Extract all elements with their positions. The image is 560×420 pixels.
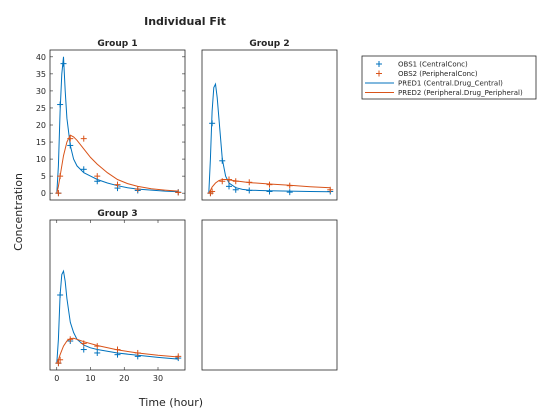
data-point-obs1 [57,101,64,108]
data-point-obs2 [286,182,293,189]
y-tick-label: 35 [36,70,46,79]
legend-entry-pred1: PRED1 (Central.Drug_Central) [365,80,503,88]
data-point-obs2 [175,189,182,196]
data-point-obs2 [114,181,121,188]
data-point-obs2 [134,186,141,193]
data-point-obs2 [219,178,226,185]
data-point-obs1 [57,292,64,298]
y-tick-label: 25 [36,104,46,113]
data-point-obs2 [114,346,121,353]
data-point-obs2 [226,176,232,183]
axes-box [201,219,338,371]
legend: OBS1 (CentralConc)OBS2 (PeripheralConc) P… [361,55,537,100]
data-point-obs2 [67,135,74,142]
data-point-obs2 [80,340,87,347]
x-axis-label: Time (hour) [138,396,203,409]
data-point-obs1 [219,157,226,164]
subplot-title: Group 1 [97,39,137,49]
y-tick-label: 10 [36,155,46,164]
legend-entry-obs2: OBS2 (PeripheralConc) [376,70,478,78]
data-point-obs2 [266,181,273,188]
data-point-obs2 [80,135,87,142]
y-tick-label: 40 [36,53,46,62]
figure-title: Individual Fit [144,15,226,28]
x-tick-label: 30 [153,374,163,383]
data-point-obs2 [246,179,253,186]
x-tick-label: 20 [119,374,129,383]
legend-label: PRED1 (Central.Drug_Central) [398,80,503,88]
legend-entry-obs1: OBS1 (CentralConc) [376,61,468,69]
data-point-obs1 [286,189,293,196]
data-point-obs2 [94,173,101,180]
data-point-obs1 [114,351,121,358]
data-point-obs2 [55,360,62,367]
data-point-obs1 [94,349,101,356]
legend-label: PRED2 (Peripheral.Drug_Peripheral) [398,89,523,97]
series-line-pred1 [56,269,179,364]
series-line-pred2 [56,337,179,364]
data-point-obs2 [57,356,64,363]
data-point-obs2 [327,186,334,193]
legend-entry-pred2: PRED2 (Peripheral.Drug_Peripheral) [365,89,523,97]
x-tick-label: 10 [85,374,95,383]
data-point-obs2 [67,336,74,343]
data-point-obs2 [209,188,216,195]
axes-box [201,49,338,201]
x-tick-label: 0 [54,374,59,383]
subplot-group-1: Group 1 0 5 10 15 20 25 30 35 40 [36,39,186,201]
y-tick-label: 20 [36,121,46,130]
data-point-obs2 [94,343,101,350]
legend-box [361,55,537,100]
data-point-obs1 [209,120,216,127]
subplot-group-3: Group 3 0 10 20 30 [49,209,186,383]
axes-box [49,49,186,201]
legend-label: OBS1 (CentralConc) [398,61,468,69]
data-point-obs1 [266,188,273,195]
data-point-obs2 [134,349,141,356]
data-point-obs1 [80,166,87,173]
axes-box [49,219,186,371]
data-point-obs2 [175,353,182,360]
data-point-obs1 [226,183,232,190]
y-tick-label: 0 [41,189,46,198]
subplot-title: Group 2 [249,39,289,49]
subplot-title: Group 3 [97,209,137,219]
legend-label: OBS2 (PeripheralConc) [398,70,478,78]
data-point-obs2 [55,190,62,197]
data-point-obs1 [246,187,253,194]
data-point-obs1 [60,60,67,67]
series-line-pred2 [56,134,179,194]
subplot-empty [201,219,338,371]
data-point-obs1 [94,178,101,185]
y-tick-label: 15 [36,138,46,147]
data-point-obs2 [57,173,64,180]
data-point-obs1 [80,346,87,353]
data-point-obs2 [232,178,239,185]
y-tick-label: 30 [36,87,46,96]
data-point-obs1 [67,142,74,149]
y-axis-label: Concentration [12,173,25,251]
y-tick-label: 5 [41,172,46,181]
subplot-group-2: Group 2 [201,39,338,201]
data-point-obs1 [232,186,239,193]
